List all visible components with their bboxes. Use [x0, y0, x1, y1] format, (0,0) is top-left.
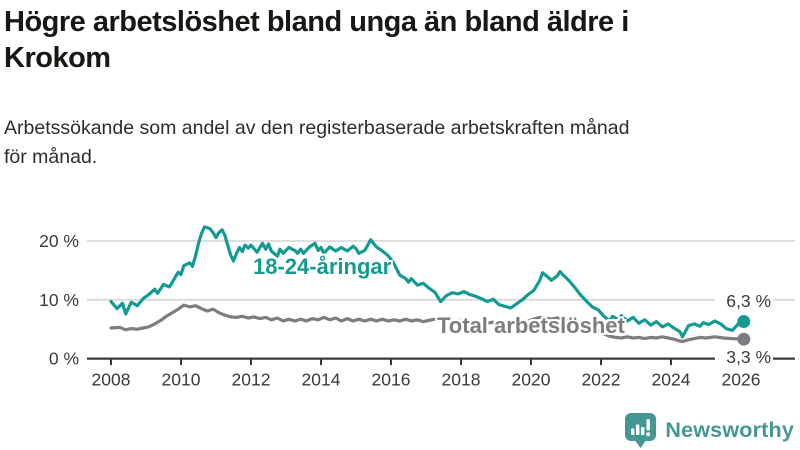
x-axis-tick-label: 2012 [232, 370, 271, 390]
x-axis-tick-label: 2010 [162, 370, 201, 390]
y-axis-tick-label: 20 % [39, 231, 79, 251]
x-axis-tick-label: 2026 [722, 370, 761, 390]
x-axis-tick-label: 2022 [582, 370, 621, 390]
series-end-value-total: 3,3 % [715, 346, 773, 369]
newsworthy-logo-icon [625, 413, 657, 448]
chart-subtitle-line2: för månad. [4, 146, 98, 168]
series-label-total: Total arbetslöshet [437, 313, 625, 338]
series-line-total-arbetslöshet [109, 303, 746, 344]
logo-pin-shape [625, 413, 657, 448]
series-end-dot [737, 332, 751, 346]
chart-title-line2: Krokom [4, 42, 111, 74]
x-axis-tick-label: 2008 [92, 370, 131, 390]
y-axis-tick-label: 0 % [49, 349, 79, 369]
series-end-dot [737, 315, 751, 329]
x-axis-tick-label: 2024 [652, 370, 691, 390]
x-axis-tick-label: 2018 [442, 370, 481, 390]
chart-subtitle: Arbetssökande som andel av den registerb… [4, 114, 796, 172]
chart-title: Högre arbetslöshet bland unga än bland ä… [4, 4, 796, 76]
series-line-18-24-åringar [109, 225, 746, 339]
logo-mini-barchart [631, 419, 651, 437]
series-end-value-youth: 6,3 % [715, 290, 773, 313]
chart-subtitle-line1: Arbetssökande som andel av den registerb… [4, 117, 630, 139]
y-axis-tick-label: 10 % [39, 290, 79, 310]
chart-title-line1: Högre arbetslöshet bland unga än bland ä… [4, 6, 629, 38]
x-axis-tick-label: 2014 [302, 370, 341, 390]
series-label-youth: 18-24-åringar [253, 254, 392, 279]
line-chart: 20 % 10 % 0 % 2008 2010 2012 2014 2016 2018 2020 2… [39, 225, 795, 390]
brand-name: Newsworthy [665, 418, 794, 442]
x-axis-tick-label: 2020 [512, 370, 551, 390]
footer-branding: Newsworthy [624, 412, 794, 449]
x-axis-tick-label: 2016 [372, 370, 411, 390]
